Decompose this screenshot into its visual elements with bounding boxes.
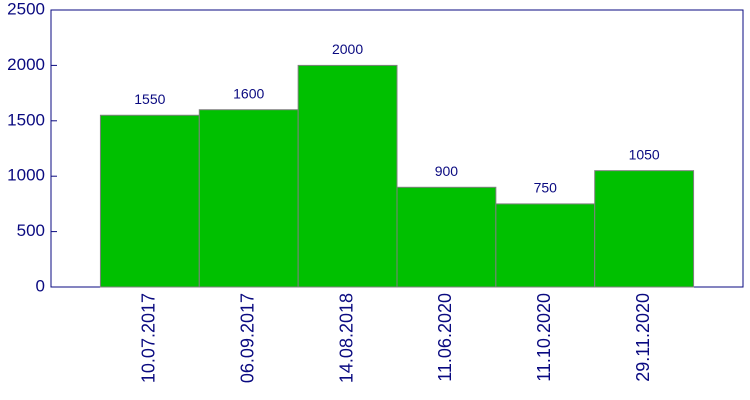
- bar: [396, 186, 497, 288]
- bar: [495, 203, 596, 288]
- x-tick-label: 14.08.2018: [336, 293, 356, 383]
- bar: [198, 109, 299, 288]
- y-tick-label: 1000: [7, 166, 45, 185]
- x-tick-label: 29.11.2020: [633, 293, 653, 382]
- value-label: 1550: [134, 91, 165, 107]
- x-tick-label: 11.06.2020: [435, 293, 455, 382]
- value-label: 2000: [332, 41, 363, 57]
- bar: [594, 170, 695, 288]
- x-tick-label: 11.10.2020: [534, 293, 554, 382]
- value-label: 750: [534, 180, 558, 196]
- value-label: 900: [435, 163, 459, 179]
- y-tick-label: 2500: [7, 0, 45, 18]
- x-tick-label: 10.07.2017: [139, 293, 159, 383]
- bar: [297, 64, 398, 288]
- y-tick-label: 1500: [7, 110, 45, 129]
- bar: [99, 114, 200, 288]
- value-label: 1600: [233, 85, 264, 101]
- x-tick-label: 06.09.2017: [237, 293, 257, 383]
- y-tick-label: 2000: [7, 55, 45, 74]
- value-label: 1050: [629, 146, 660, 162]
- y-tick-label: 0: [36, 276, 45, 295]
- y-tick-label: 500: [17, 221, 45, 240]
